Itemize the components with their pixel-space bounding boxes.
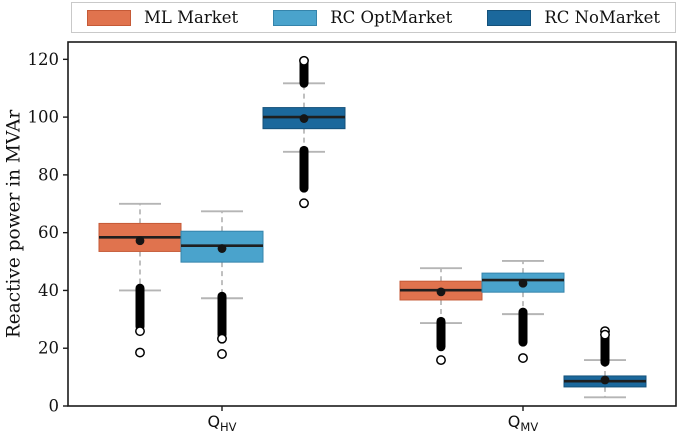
legend-swatch-ml-market (87, 9, 131, 26)
y-tick-label: 0 (49, 397, 60, 416)
outlier-dot-upper (600, 329, 610, 340)
legend-item-ml-market: ML Market (87, 8, 238, 27)
y-tick-label: 120 (28, 50, 60, 69)
legend-item-rc-nomarket: RC NoMarket (487, 8, 660, 27)
legend-swatch-rc-nomarket (487, 9, 532, 26)
outlier-dot-lower (135, 347, 145, 358)
y-tick-label: 80 (38, 165, 59, 184)
mean-marker (299, 114, 309, 123)
mean-marker (518, 278, 528, 288)
legend-label-rc-nomarket: RC NoMarket (544, 8, 660, 27)
legend-item-rc-optmarket: RC OptMarket (273, 8, 452, 27)
y-tick-label: 40 (38, 281, 59, 300)
x-tick-label: QHV (207, 412, 236, 434)
mean-marker (436, 287, 446, 297)
mean-marker (135, 236, 145, 246)
outlier-dot-lower (518, 353, 528, 363)
y-tick-label: 100 (28, 108, 60, 127)
outlier-dot-lower (217, 333, 227, 344)
legend-swatch-rc-optmarket (273, 9, 318, 26)
mean-marker (217, 244, 227, 253)
legend-label-rc-optmarket: RC OptMarket (330, 8, 453, 27)
y-tick-label: 20 (38, 339, 59, 358)
outlier-dot-lower (217, 349, 227, 359)
outlier-dot-lower (299, 198, 309, 209)
outlier-dot-lower (135, 326, 145, 337)
legend: ML Market RC OptMarket RC NoMarket (71, 2, 676, 33)
outlier-dot-upper (299, 55, 309, 66)
legend-label-ml-market: ML Market (144, 8, 239, 27)
outlier-dot-lower (436, 355, 446, 366)
y-tick-label: 60 (38, 223, 59, 242)
mean-marker (600, 375, 610, 385)
x-tick-label: QMV (508, 412, 539, 434)
